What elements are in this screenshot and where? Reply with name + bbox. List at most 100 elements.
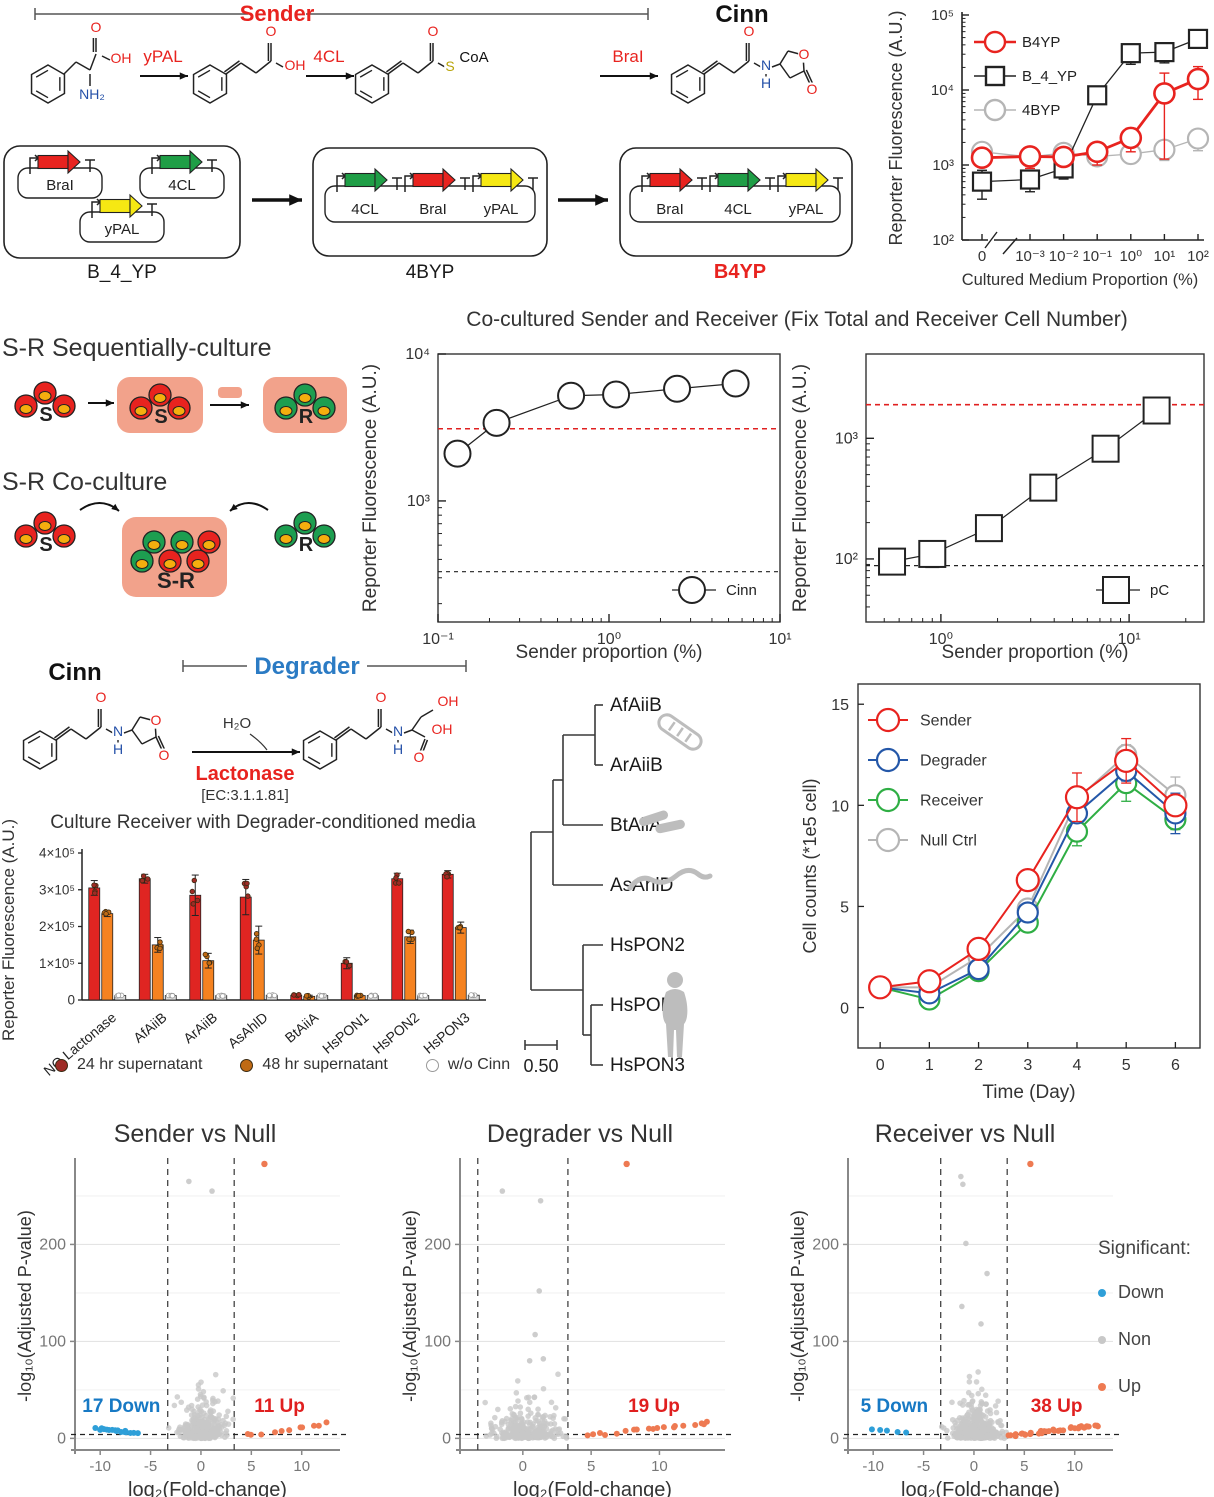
svg-text:B4YP: B4YP [1022,34,1060,51]
svg-text:O: O [414,749,425,765]
svg-text:-5: -5 [144,1458,157,1475]
non-dot-icon [1098,1335,1106,1344]
human-silhouette-icon [662,972,688,1057]
sr-sequential-title: S-R Sequentially-culture [2,334,272,362]
svg-text:B_4_YP: B_4_YP [1022,68,1077,85]
svg-text:N: N [761,57,771,73]
bacteria-pair-icon [639,810,685,834]
svg-text:Degrader: Degrader [920,753,987,770]
svg-text:10⁰: 10⁰ [597,631,621,648]
svg-text:100: 100 [812,1333,839,1350]
svg-text:4CL: 4CL [724,201,752,218]
bacterium-rod-icon [657,713,703,751]
svg-text:-log₁₀(Adjusted P-value): -log₁₀(Adjusted P-value) [400,1210,420,1402]
svg-text:0: 0 [57,1430,66,1447]
legend-item-24hr: 24 hr supernatant [55,1056,202,1074]
down-dot-icon [1098,1288,1106,1297]
svg-text:100: 100 [424,1333,451,1350]
svg-text:2×10⁵: 2×10⁵ [39,919,75,934]
svg-text:O: O [266,23,277,39]
svg-text:4BYP: 4BYP [406,262,455,283]
svg-text:0.50: 0.50 [523,1056,558,1076]
svg-text:19 Up: 19 Up [628,1396,680,1417]
legend-label: 24 hr supernatant [77,1056,203,1073]
svg-text:10⁵: 10⁵ [931,7,954,24]
svg-text:Cell counts (*1e5 cell): Cell counts (*1e5 cell) [800,778,820,953]
svg-text:10³: 10³ [835,430,859,447]
svg-text:O: O [91,19,102,35]
up-dot-icon [1098,1382,1106,1391]
svg-text:10¹: 10¹ [1154,248,1176,265]
svg-text:Sender proportion (%): Sender proportion (%) [942,642,1129,663]
svg-text:Sender proportion (%): Sender proportion (%) [516,642,703,663]
svg-text:HsPON3: HsPON3 [610,1055,685,1076]
svg-text:4CL: 4CL [168,177,196,194]
svg-text:Reporter Fluorescence (A.U.): Reporter Fluorescence (A.U.) [360,364,381,612]
svg-text:-log₁₀(Adjusted P-value): -log₁₀(Adjusted P-value) [15,1210,35,1402]
svg-text:10⁻¹: 10⁻¹ [422,631,454,648]
svg-text:log₂(Fold-change): log₂(Fold-change) [513,1479,672,1497]
svg-text:ArAiiB: ArAiiB [180,1009,220,1046]
svg-text:O: O [159,747,170,763]
legend-item-wocinn: w/o Cinn [425,1056,510,1074]
legend-label: Non [1118,1329,1152,1349]
svg-text:0: 0 [830,1430,839,1447]
svg-text:HsPON2: HsPON2 [610,935,685,956]
svg-text:Cultured Medium Proportion (%): Cultured Medium Proportion (%) [962,271,1199,289]
svg-text:3: 3 [1023,1057,1032,1074]
svg-text:0: 0 [67,993,75,1008]
svg-text:5: 5 [247,1458,255,1475]
svg-text:OH: OH [438,693,459,709]
svg-text:OH: OH [285,57,306,73]
svg-text:Sender: Sender [920,713,972,730]
svg-text:pC: pC [1150,582,1169,599]
legend-item-48hr: 48 hr supernatant [240,1056,388,1074]
svg-text:Cinn: Cinn [715,1,768,28]
svg-text:6: 6 [1171,1057,1180,1074]
svg-text:S: S [39,534,52,556]
svg-text:[EC:3.1.1.81]: [EC:3.1.1.81] [201,787,289,804]
svg-text:10¹: 10¹ [768,631,791,648]
svg-text:B_4_YP: B_4_YP [87,262,157,283]
svg-text:0: 0 [840,1001,849,1018]
svg-text:O: O [376,689,387,705]
svg-text:10: 10 [293,1458,310,1475]
svg-text:yPAL: yPAL [484,201,519,218]
plasmid-constructs-diagram: BraI 4CL yPAL B_4_YP 4CL BraI yPAL 4BYP BraI 4CL y… [3,145,853,283]
cocult-cinn-chart: 10⁻¹ 10⁰ 10¹ 10³ 10⁴ Cinn Sender proportion (%… [360,346,792,663]
svg-text:10⁴: 10⁴ [931,82,954,99]
degrader-reaction-scheme: Cinn DegraderONHOOH₂OLactonase[EC:3.1.1.8… [22,653,467,804]
svg-text:S: S [154,406,167,428]
svg-text:5: 5 [587,1458,595,1475]
svg-text:N: N [113,723,123,739]
bar-chart-title: Culture Receiver with Degrader-condition… [50,812,476,833]
svg-text:-5: -5 [917,1458,930,1475]
svg-text:AfAiiB: AfAiiB [610,695,662,716]
svg-text:4×10⁵: 4×10⁵ [39,846,75,861]
svg-text:BraI: BraI [656,201,684,218]
svg-text:11 Up: 11 Up [254,1396,305,1417]
svg-text:BraI: BraI [419,201,447,218]
svg-text:10²: 10² [1187,248,1209,265]
svg-text:BraI: BraI [612,47,643,66]
svg-text:AfAiiB: AfAiiB [130,1009,169,1046]
svg-text:O: O [428,23,439,39]
svg-text:R: R [299,406,314,428]
volcano-receiver-chart: 0 100 200 -10 -5 0 5 10 5 Down 38 Up log₂(Fold-cha… [788,1158,1119,1497]
svg-text:200: 200 [39,1236,66,1253]
svg-text:OH: OH [111,50,132,66]
svg-text:O: O [744,23,755,39]
significant-legend: Significant: Down Non Up [1098,1238,1214,1423]
svg-text:200: 200 [812,1236,839,1253]
svg-text:OH: OH [432,721,453,737]
legend-label: Down [1118,1282,1165,1302]
svg-text:O: O [799,46,810,62]
svg-text:10⁻³: 10⁻³ [1015,248,1045,265]
svg-text:2: 2 [974,1057,983,1074]
svg-text:200: 200 [424,1236,451,1253]
svg-text:4CL: 4CL [313,47,344,66]
volcano-receiver-title: Receiver vs Null [874,1120,1056,1148]
